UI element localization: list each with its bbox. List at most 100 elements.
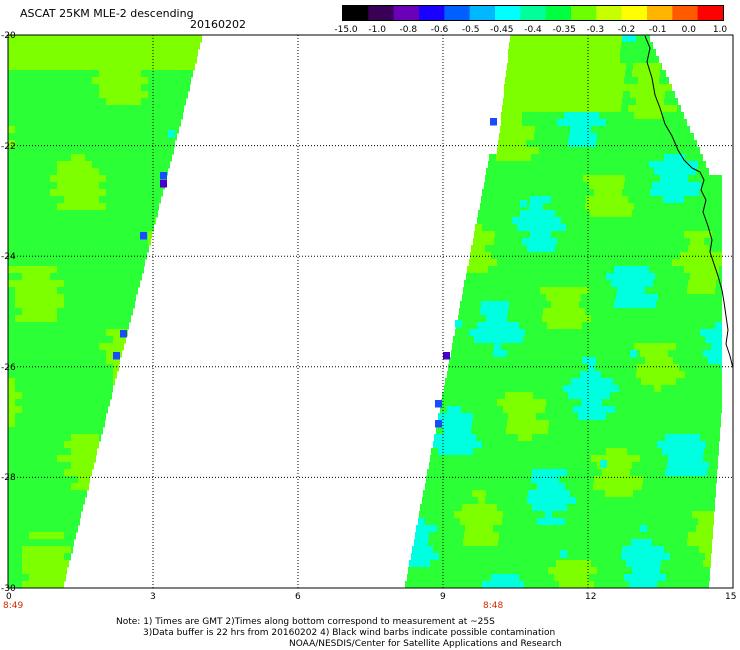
swath-cell	[451, 490, 459, 498]
swath-cell	[106, 378, 114, 386]
swath-cell	[550, 238, 558, 246]
swath-cell	[666, 217, 674, 225]
swath-cell	[627, 448, 635, 456]
swath-cell	[29, 567, 37, 575]
swath-cell	[540, 322, 548, 330]
swath-cell	[64, 56, 72, 64]
swath-cell	[57, 84, 65, 92]
swath-cell	[571, 49, 579, 57]
swath-cell	[712, 483, 716, 491]
swath-cell	[695, 175, 703, 183]
swath-cell	[500, 126, 508, 134]
swath-cell	[22, 504, 30, 512]
swath-cell	[661, 350, 669, 358]
swath-cell	[36, 133, 44, 141]
swath-cell	[64, 462, 72, 470]
swath-cell	[8, 273, 16, 281]
swath-cell	[113, 364, 119, 372]
swath-cell	[684, 301, 692, 309]
swath-cell	[664, 546, 672, 554]
swath-cell	[513, 462, 521, 470]
swath-cell	[520, 497, 528, 505]
swath-cell	[127, 259, 135, 267]
swath-cell	[636, 476, 644, 484]
swath-cell	[567, 294, 575, 302]
swath-cell	[503, 441, 511, 449]
swath-cell	[85, 371, 93, 379]
swath-cell	[711, 203, 719, 211]
swath-cell	[585, 273, 593, 281]
swath-cell	[632, 427, 640, 435]
swath-cell	[29, 140, 37, 148]
swath-cell	[475, 371, 483, 379]
swath-cell	[613, 49, 621, 57]
swath-cell	[8, 105, 16, 113]
swath-cell	[635, 266, 643, 274]
swath-cell	[71, 147, 79, 155]
swath-cell	[544, 518, 552, 526]
swath-cell	[106, 175, 114, 183]
swath-cell	[127, 112, 135, 120]
swath-cell	[469, 259, 477, 267]
swath-cell	[106, 329, 114, 337]
swath-cell	[113, 154, 121, 162]
swath-cell	[686, 364, 694, 372]
swath-cell	[510, 441, 518, 449]
swath-cell	[22, 567, 30, 575]
swath-cell	[155, 42, 163, 50]
swath-cell	[546, 259, 554, 267]
swath-cell	[587, 441, 595, 449]
swath-cell	[99, 371, 107, 379]
swath-cell	[639, 462, 647, 470]
swath-cell	[415, 532, 423, 540]
swath-cell	[710, 455, 718, 463]
swath-cell	[495, 518, 503, 526]
swath-cell	[134, 266, 142, 274]
swath-cell	[50, 294, 58, 302]
swath-cell	[106, 161, 114, 169]
swath-cell	[492, 245, 500, 253]
swath-cell	[641, 56, 649, 64]
swath-cell	[694, 252, 702, 260]
swath-cell	[57, 532, 65, 540]
swath-cell	[654, 385, 662, 393]
swath-cell	[64, 189, 72, 197]
swath-cell	[476, 469, 484, 477]
swath-cell	[653, 133, 661, 141]
swath-cell	[716, 210, 722, 218]
swath-cell	[707, 469, 715, 477]
swath-cell	[673, 287, 681, 295]
swath-cell	[505, 217, 513, 225]
swath-cell	[169, 140, 175, 148]
swath-cell	[568, 574, 576, 582]
swath-cell	[57, 308, 65, 316]
swath-cell	[134, 133, 142, 141]
swath-cell	[106, 231, 114, 239]
swath-cell	[36, 455, 44, 463]
swath-cell	[620, 203, 628, 211]
swath-cell	[120, 280, 128, 288]
swath-cell	[579, 553, 587, 561]
swath-cell	[22, 238, 30, 246]
swath-cell	[155, 154, 163, 162]
swath-cell	[660, 497, 668, 505]
swath-cell	[57, 385, 65, 393]
swath-cell	[588, 434, 596, 442]
swath-cell	[639, 427, 647, 435]
swath-cell	[583, 532, 591, 540]
swath-cell	[92, 399, 100, 407]
swath-cell	[71, 245, 79, 253]
swath-cell	[702, 280, 710, 288]
swath-cell	[480, 343, 488, 351]
swath-cell	[8, 70, 16, 78]
swath-cell	[57, 56, 65, 64]
swath-cell	[43, 399, 51, 407]
swath-cell	[544, 483, 552, 491]
swath-cell	[43, 175, 51, 183]
swath-cell	[50, 189, 58, 197]
swath-cell	[646, 210, 654, 218]
swath-cell	[523, 336, 531, 344]
swath-cell	[50, 70, 58, 78]
swath-cell	[514, 350, 522, 358]
swath-cell	[605, 126, 613, 134]
